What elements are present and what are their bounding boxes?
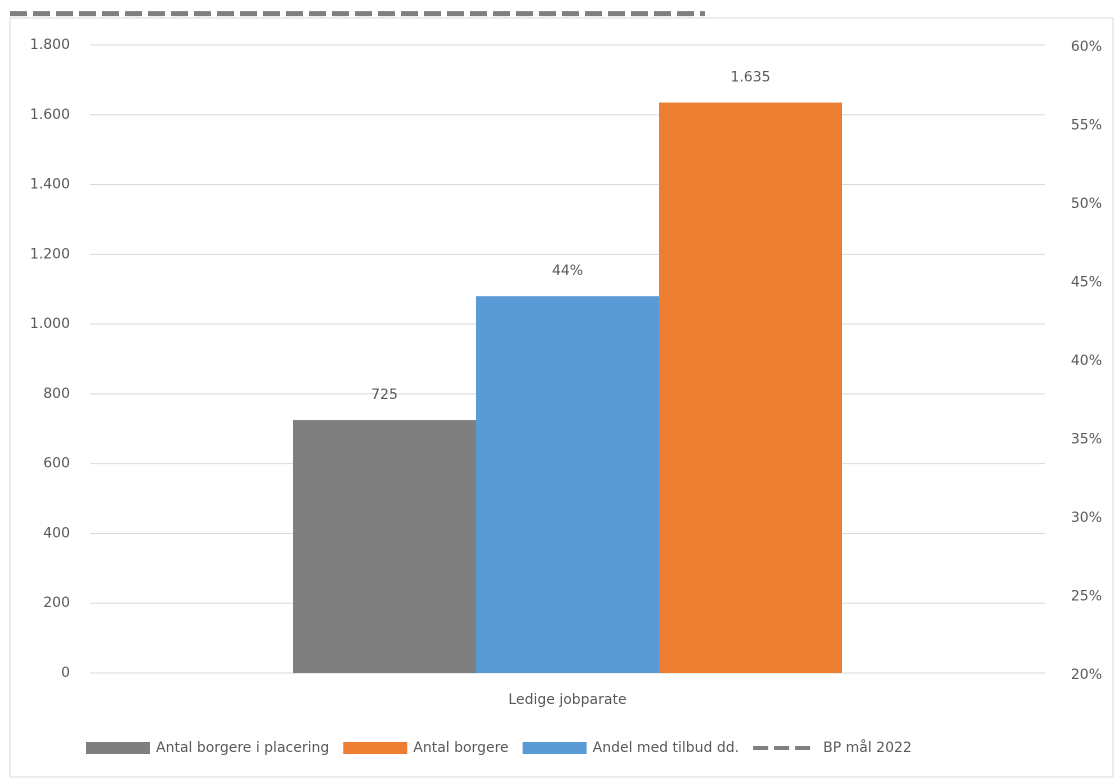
y2-tick-label: 45%: [1071, 275, 1102, 291]
y-tick-label: 1.000: [30, 316, 70, 332]
y-tick-label: 1.400: [30, 177, 70, 193]
y-tick-label: 800: [43, 386, 70, 402]
bar: [293, 420, 476, 673]
y-tick-label: 200: [43, 595, 70, 611]
y-tick-label: 1.200: [30, 246, 70, 262]
legend-label: Antal borgere: [413, 740, 508, 756]
y-tick-label: 1.600: [30, 107, 70, 123]
y2-tick-label: 60%: [1071, 39, 1102, 55]
y2-tick-label: 40%: [1071, 353, 1102, 369]
y2-tick-label: 55%: [1071, 118, 1102, 134]
y2-tick-label: 35%: [1071, 432, 1102, 448]
bar: [476, 296, 659, 673]
x-tick-label: Ledige jobparate: [508, 692, 626, 708]
data-label: 44%: [552, 263, 583, 279]
y2-tick-label: 20%: [1071, 667, 1102, 683]
data-label: 1.635: [730, 70, 770, 86]
y-tick-label: 600: [43, 456, 70, 472]
data-label: 725: [371, 387, 398, 403]
legend-swatch: [522, 742, 587, 754]
y2-tick-label: 25%: [1071, 589, 1102, 605]
legend-label: BP mål 2022: [823, 739, 912, 756]
y-tick-label: 400: [43, 525, 70, 541]
y-tick-label: 1.800: [30, 37, 70, 53]
chart-frame: [9, 17, 1114, 778]
y2-tick-label: 50%: [1071, 196, 1102, 212]
legend-label: Andel med tilbud dd.: [593, 740, 739, 756]
bar: [659, 102, 842, 674]
legend-label: Antal borgere i placering: [156, 740, 329, 756]
y2-tick-label: 30%: [1071, 510, 1102, 526]
legend-swatch: [86, 742, 150, 754]
legend-swatch: [343, 742, 408, 754]
y-tick-label: 0: [61, 665, 70, 681]
